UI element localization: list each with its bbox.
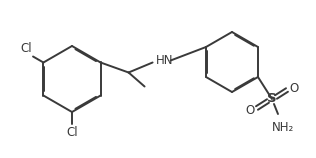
Text: O: O [289,82,299,94]
Text: O: O [245,103,255,116]
Text: Cl: Cl [66,126,78,139]
Text: HN: HN [156,54,173,67]
Text: NH₂: NH₂ [272,121,294,134]
Text: Cl: Cl [21,43,32,55]
Text: S: S [267,92,277,106]
